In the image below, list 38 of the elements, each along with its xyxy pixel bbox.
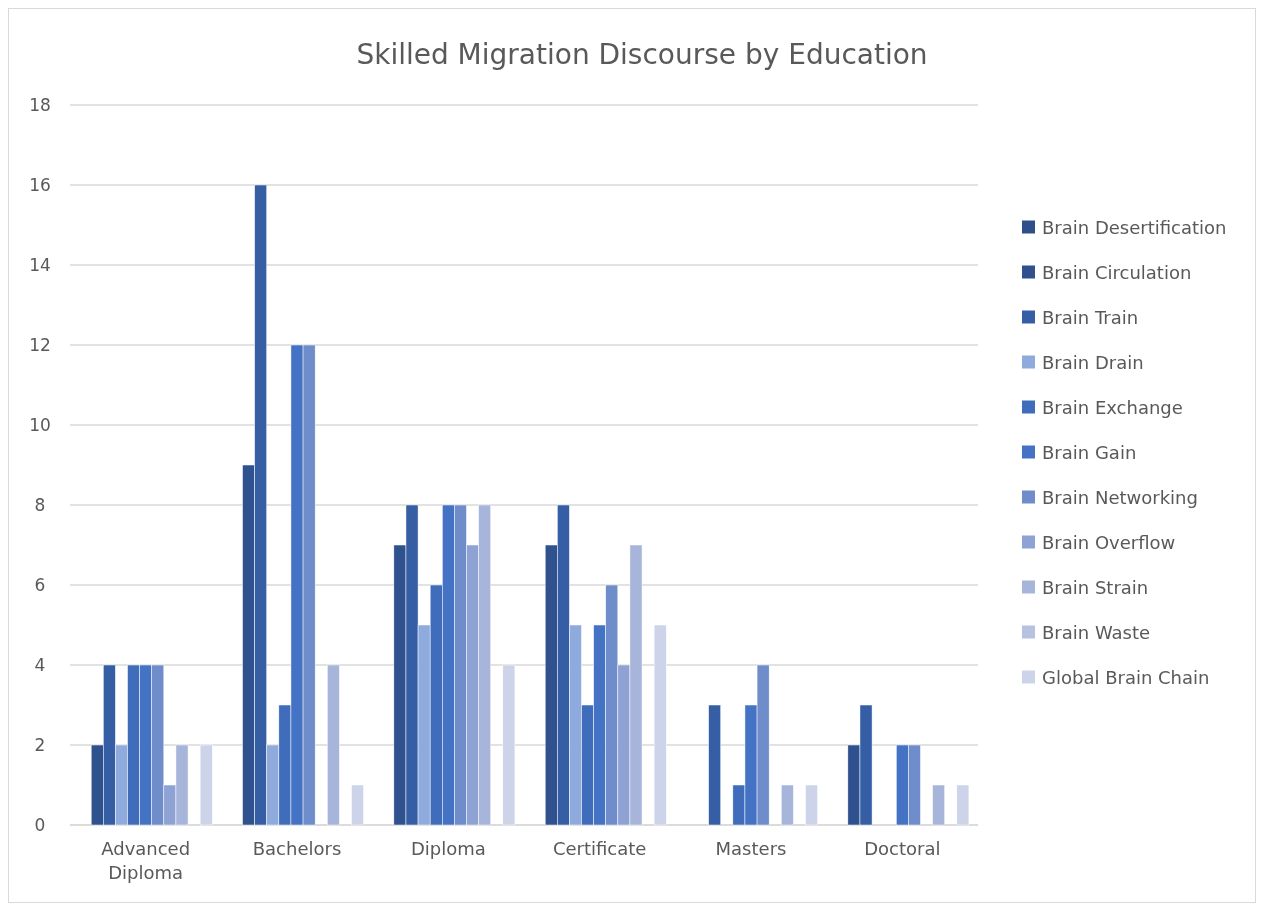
legend-label: Brain Drain — [1042, 351, 1144, 373]
y-tick-label: 0 — [34, 814, 46, 835]
x-tick-label: Masters — [715, 838, 787, 859]
bar — [932, 784, 945, 826]
y-tick-label: 10 — [29, 414, 51, 435]
legend-label: Brain Waste — [1042, 621, 1151, 643]
legend-label: Brain Desertification — [1042, 216, 1227, 238]
bar — [781, 784, 794, 826]
bar — [351, 784, 364, 826]
y-tick-label: 4 — [34, 654, 46, 675]
y-tick-label: 2 — [34, 734, 46, 755]
bar — [805, 784, 818, 826]
bar — [199, 744, 213, 826]
legend-label: Brain Exchange — [1042, 396, 1183, 418]
legend-label: Brain Gain — [1042, 441, 1137, 463]
y-tick-label: 14 — [29, 254, 51, 275]
bar — [956, 784, 970, 826]
y-tick-label: 16 — [29, 174, 51, 195]
chart-title: Skilled Migration Discourse by Education — [356, 38, 928, 71]
x-tick-label: Bachelors — [252, 838, 342, 859]
bar — [653, 624, 667, 826]
bar — [708, 704, 721, 826]
y-tick-label: 8 — [34, 494, 46, 515]
x-tick-label: Certificate — [552, 838, 647, 859]
x-tick-label: Advanced Diploma — [101, 838, 191, 883]
legend-label: Global Brain Chain — [1042, 666, 1210, 688]
bar — [327, 664, 340, 826]
x-tick-label: Diploma — [410, 838, 486, 859]
y-tick-label: 18 — [29, 94, 51, 115]
y-tick-label: 12 — [29, 334, 51, 355]
legend-label: Brain Circulation — [1042, 261, 1192, 283]
legend-label: Brain Networking — [1042, 486, 1198, 508]
y-tick-label: 6 — [34, 574, 46, 595]
x-tick-label: Doctoral — [864, 838, 941, 859]
legend-label: Brain Train — [1042, 306, 1139, 328]
legend-label: Brain Strain — [1042, 576, 1149, 598]
legend-label: Brain Overflow — [1042, 531, 1176, 553]
bar — [502, 664, 516, 826]
